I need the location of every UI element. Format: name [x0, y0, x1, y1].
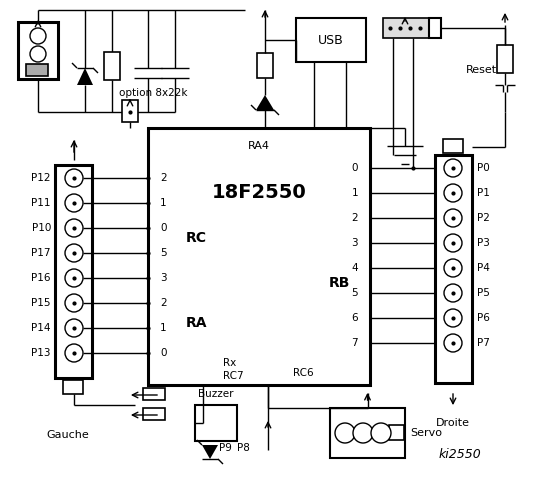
Bar	[143, 408, 165, 420]
Text: USB: USB	[318, 34, 344, 47]
Text: RB: RB	[328, 276, 350, 290]
Bar	[257, 53, 273, 78]
Text: 6: 6	[351, 313, 358, 323]
Text: P15: P15	[32, 298, 51, 308]
Bar	[195, 405, 237, 441]
Bar	[148, 128, 370, 385]
Circle shape	[444, 184, 462, 202]
Polygon shape	[256, 95, 274, 110]
Text: P3: P3	[477, 238, 490, 248]
Text: Rx: Rx	[223, 358, 236, 368]
Bar	[18, 22, 58, 79]
Circle shape	[444, 309, 462, 327]
Text: 2: 2	[351, 213, 358, 223]
Bar	[497, 45, 513, 73]
Polygon shape	[202, 445, 218, 459]
Polygon shape	[77, 68, 93, 85]
Bar	[55, 165, 92, 378]
Circle shape	[65, 344, 83, 362]
Circle shape	[65, 319, 83, 337]
Text: P0: P0	[477, 163, 490, 173]
Circle shape	[444, 159, 462, 177]
Text: 5: 5	[160, 248, 166, 258]
Circle shape	[444, 209, 462, 227]
Text: 4: 4	[351, 263, 358, 273]
Text: option 8x22k: option 8x22k	[119, 88, 187, 98]
Bar	[330, 408, 405, 458]
Text: 18F2550: 18F2550	[212, 183, 306, 203]
Bar	[389, 425, 404, 440]
Circle shape	[30, 46, 46, 62]
Circle shape	[65, 194, 83, 212]
Bar	[435, 155, 472, 383]
Text: 0: 0	[352, 163, 358, 173]
Bar	[63, 380, 83, 394]
Text: Buzzer: Buzzer	[198, 389, 234, 399]
Circle shape	[444, 284, 462, 302]
Text: RA: RA	[186, 316, 207, 330]
Text: RC6: RC6	[293, 368, 314, 378]
Circle shape	[65, 294, 83, 312]
Text: Gauche: Gauche	[46, 430, 90, 440]
Text: P5: P5	[477, 288, 490, 298]
Circle shape	[444, 259, 462, 277]
Circle shape	[30, 28, 46, 44]
Circle shape	[65, 219, 83, 237]
Circle shape	[65, 269, 83, 287]
Text: P1: P1	[477, 188, 490, 198]
Circle shape	[65, 169, 83, 187]
Circle shape	[335, 423, 355, 443]
Text: P2: P2	[477, 213, 490, 223]
Circle shape	[371, 423, 391, 443]
Bar	[26, 64, 48, 76]
Text: 7: 7	[351, 338, 358, 348]
Text: Reset: Reset	[466, 65, 497, 75]
Bar	[443, 139, 463, 153]
Text: 2: 2	[160, 298, 166, 308]
Text: P13: P13	[32, 348, 51, 358]
Text: 0: 0	[160, 223, 166, 233]
Circle shape	[353, 423, 373, 443]
Text: P7: P7	[477, 338, 490, 348]
Bar	[104, 52, 120, 80]
Text: ki2550: ki2550	[439, 448, 481, 461]
Bar	[143, 388, 165, 400]
Text: 1: 1	[351, 188, 358, 198]
Text: 3: 3	[160, 273, 166, 283]
Circle shape	[65, 244, 83, 262]
Text: 3: 3	[351, 238, 358, 248]
Text: 0: 0	[160, 348, 166, 358]
Text: RA4: RA4	[248, 141, 270, 151]
Text: P16: P16	[32, 273, 51, 283]
Text: P11: P11	[32, 198, 51, 208]
Bar	[429, 18, 441, 38]
Circle shape	[444, 334, 462, 352]
Text: P4: P4	[477, 263, 490, 273]
Circle shape	[444, 234, 462, 252]
Bar	[383, 18, 429, 38]
Text: P12: P12	[32, 173, 51, 183]
Text: P17: P17	[32, 248, 51, 258]
Text: P10: P10	[32, 223, 51, 233]
Text: 2: 2	[160, 173, 166, 183]
Text: 1: 1	[160, 198, 166, 208]
Text: P8: P8	[237, 443, 249, 453]
Text: P9: P9	[218, 443, 232, 453]
Text: P6: P6	[477, 313, 490, 323]
Text: RC: RC	[186, 231, 207, 245]
Text: Droite: Droite	[436, 418, 470, 428]
Text: Servo: Servo	[410, 428, 442, 438]
Bar	[122, 100, 138, 122]
Text: 5: 5	[351, 288, 358, 298]
Text: RC7: RC7	[223, 371, 244, 381]
Text: 1: 1	[160, 323, 166, 333]
Bar	[296, 18, 366, 62]
Text: P14: P14	[32, 323, 51, 333]
